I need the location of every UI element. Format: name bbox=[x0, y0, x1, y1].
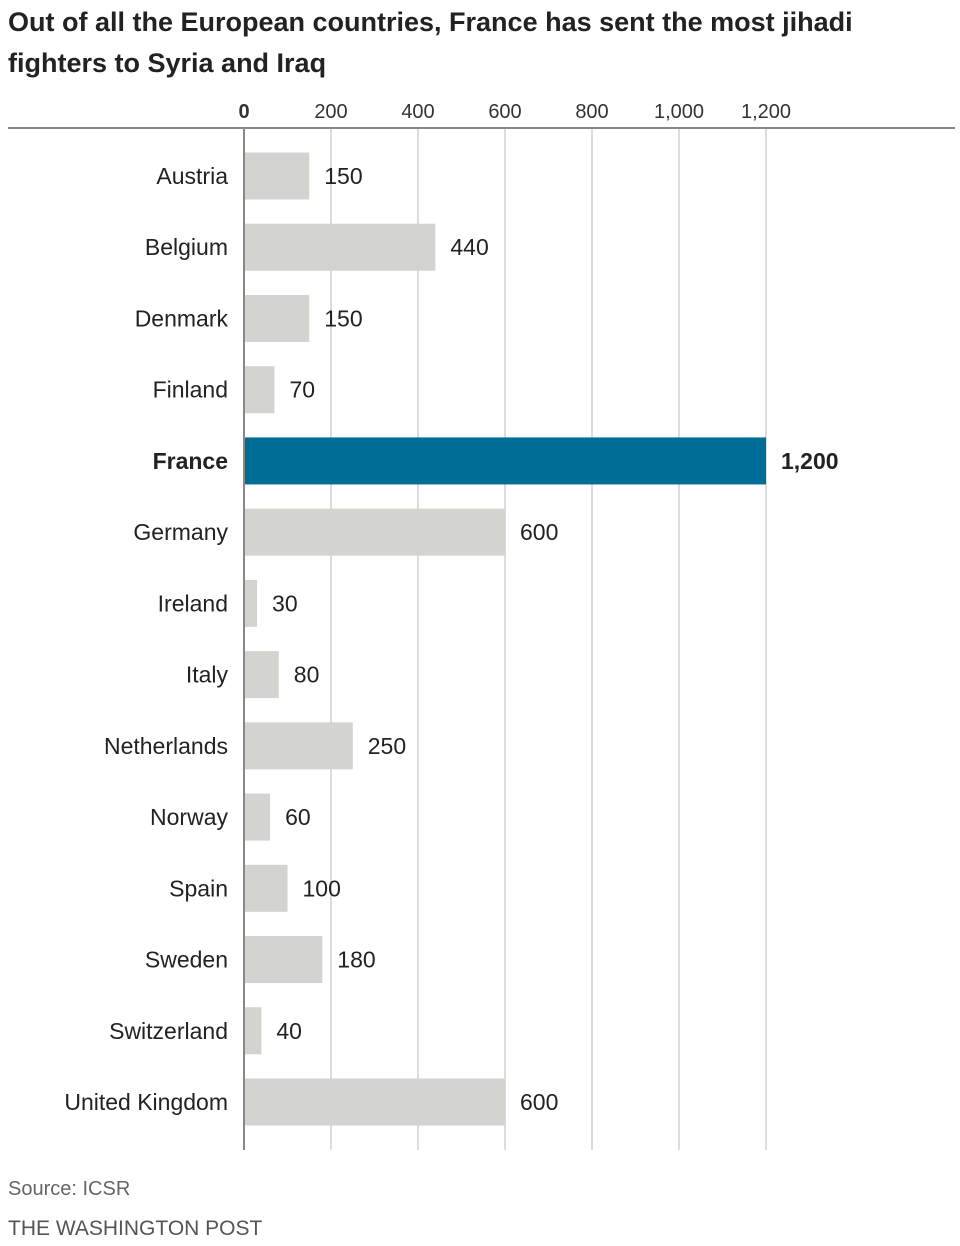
value-label: 600 bbox=[520, 1089, 558, 1115]
value-label: 150 bbox=[324, 305, 362, 331]
bar-switzerland bbox=[244, 1007, 262, 1055]
bar-norway bbox=[244, 793, 271, 841]
category-label: Italy bbox=[186, 662, 229, 688]
tick-label: 1,200 bbox=[741, 101, 791, 123]
value-label: 600 bbox=[520, 519, 558, 545]
value-label: 250 bbox=[368, 733, 406, 759]
bar-finland bbox=[244, 366, 275, 414]
tick-label: 0 bbox=[238, 101, 249, 123]
bar-denmark bbox=[244, 294, 310, 342]
value-label: 180 bbox=[337, 947, 375, 973]
bar-france bbox=[244, 437, 766, 485]
category-label: France bbox=[153, 448, 228, 474]
category-label: Netherlands bbox=[104, 733, 228, 759]
value-label: 30 bbox=[272, 590, 298, 616]
category-label: Norway bbox=[150, 804, 228, 830]
bar-belgium bbox=[244, 223, 436, 271]
category-label: Switzerland bbox=[109, 1018, 228, 1044]
value-label: 100 bbox=[303, 875, 341, 901]
bar-ireland bbox=[244, 579, 258, 627]
category-label: Spain bbox=[169, 875, 228, 901]
value-label: 150 bbox=[324, 163, 362, 189]
publisher-credit: THE WASHINGTON POST bbox=[8, 1217, 263, 1240]
category-label: Belgium bbox=[145, 234, 228, 260]
bar-netherlands bbox=[244, 722, 353, 770]
tick-label: 200 bbox=[314, 101, 347, 123]
category-label: Sweden bbox=[145, 947, 228, 973]
category-label: Germany bbox=[133, 519, 228, 545]
category-label: Ireland bbox=[158, 590, 228, 616]
category-label: Finland bbox=[153, 377, 228, 403]
source-note: Source: ICSR bbox=[8, 1178, 131, 1200]
chart-title: Out of all the European countries, Franc… bbox=[8, 7, 853, 78]
tick-label: 800 bbox=[575, 101, 608, 123]
bar-austria bbox=[244, 152, 310, 200]
category-label: Austria bbox=[156, 163, 228, 189]
value-label: 1,200 bbox=[781, 448, 839, 474]
category-label: Denmark bbox=[135, 305, 229, 331]
bar-spain bbox=[244, 864, 288, 912]
bar-italy bbox=[244, 651, 279, 699]
tick-label: 600 bbox=[488, 101, 521, 123]
bar-germany bbox=[244, 508, 505, 556]
category-label: United Kingdom bbox=[64, 1089, 228, 1115]
bar-united-kingdom bbox=[244, 1078, 505, 1126]
bar-sweden bbox=[244, 936, 323, 984]
tick-label: 1,000 bbox=[654, 101, 704, 123]
tick-label: 400 bbox=[401, 101, 434, 123]
value-label: 440 bbox=[450, 234, 488, 260]
value-label: 60 bbox=[285, 804, 311, 830]
value-label: 80 bbox=[294, 662, 320, 688]
value-label: 40 bbox=[276, 1018, 302, 1044]
value-label: 70 bbox=[289, 377, 315, 403]
